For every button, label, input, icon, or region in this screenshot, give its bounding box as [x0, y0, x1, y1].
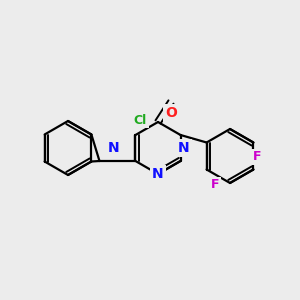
Text: F: F	[211, 178, 219, 191]
Text: N: N	[152, 167, 164, 181]
Text: Cl: Cl	[134, 113, 147, 127]
Text: O: O	[165, 106, 177, 120]
Text: N: N	[108, 141, 120, 155]
Text: N: N	[178, 141, 190, 155]
Text: F: F	[253, 151, 261, 164]
